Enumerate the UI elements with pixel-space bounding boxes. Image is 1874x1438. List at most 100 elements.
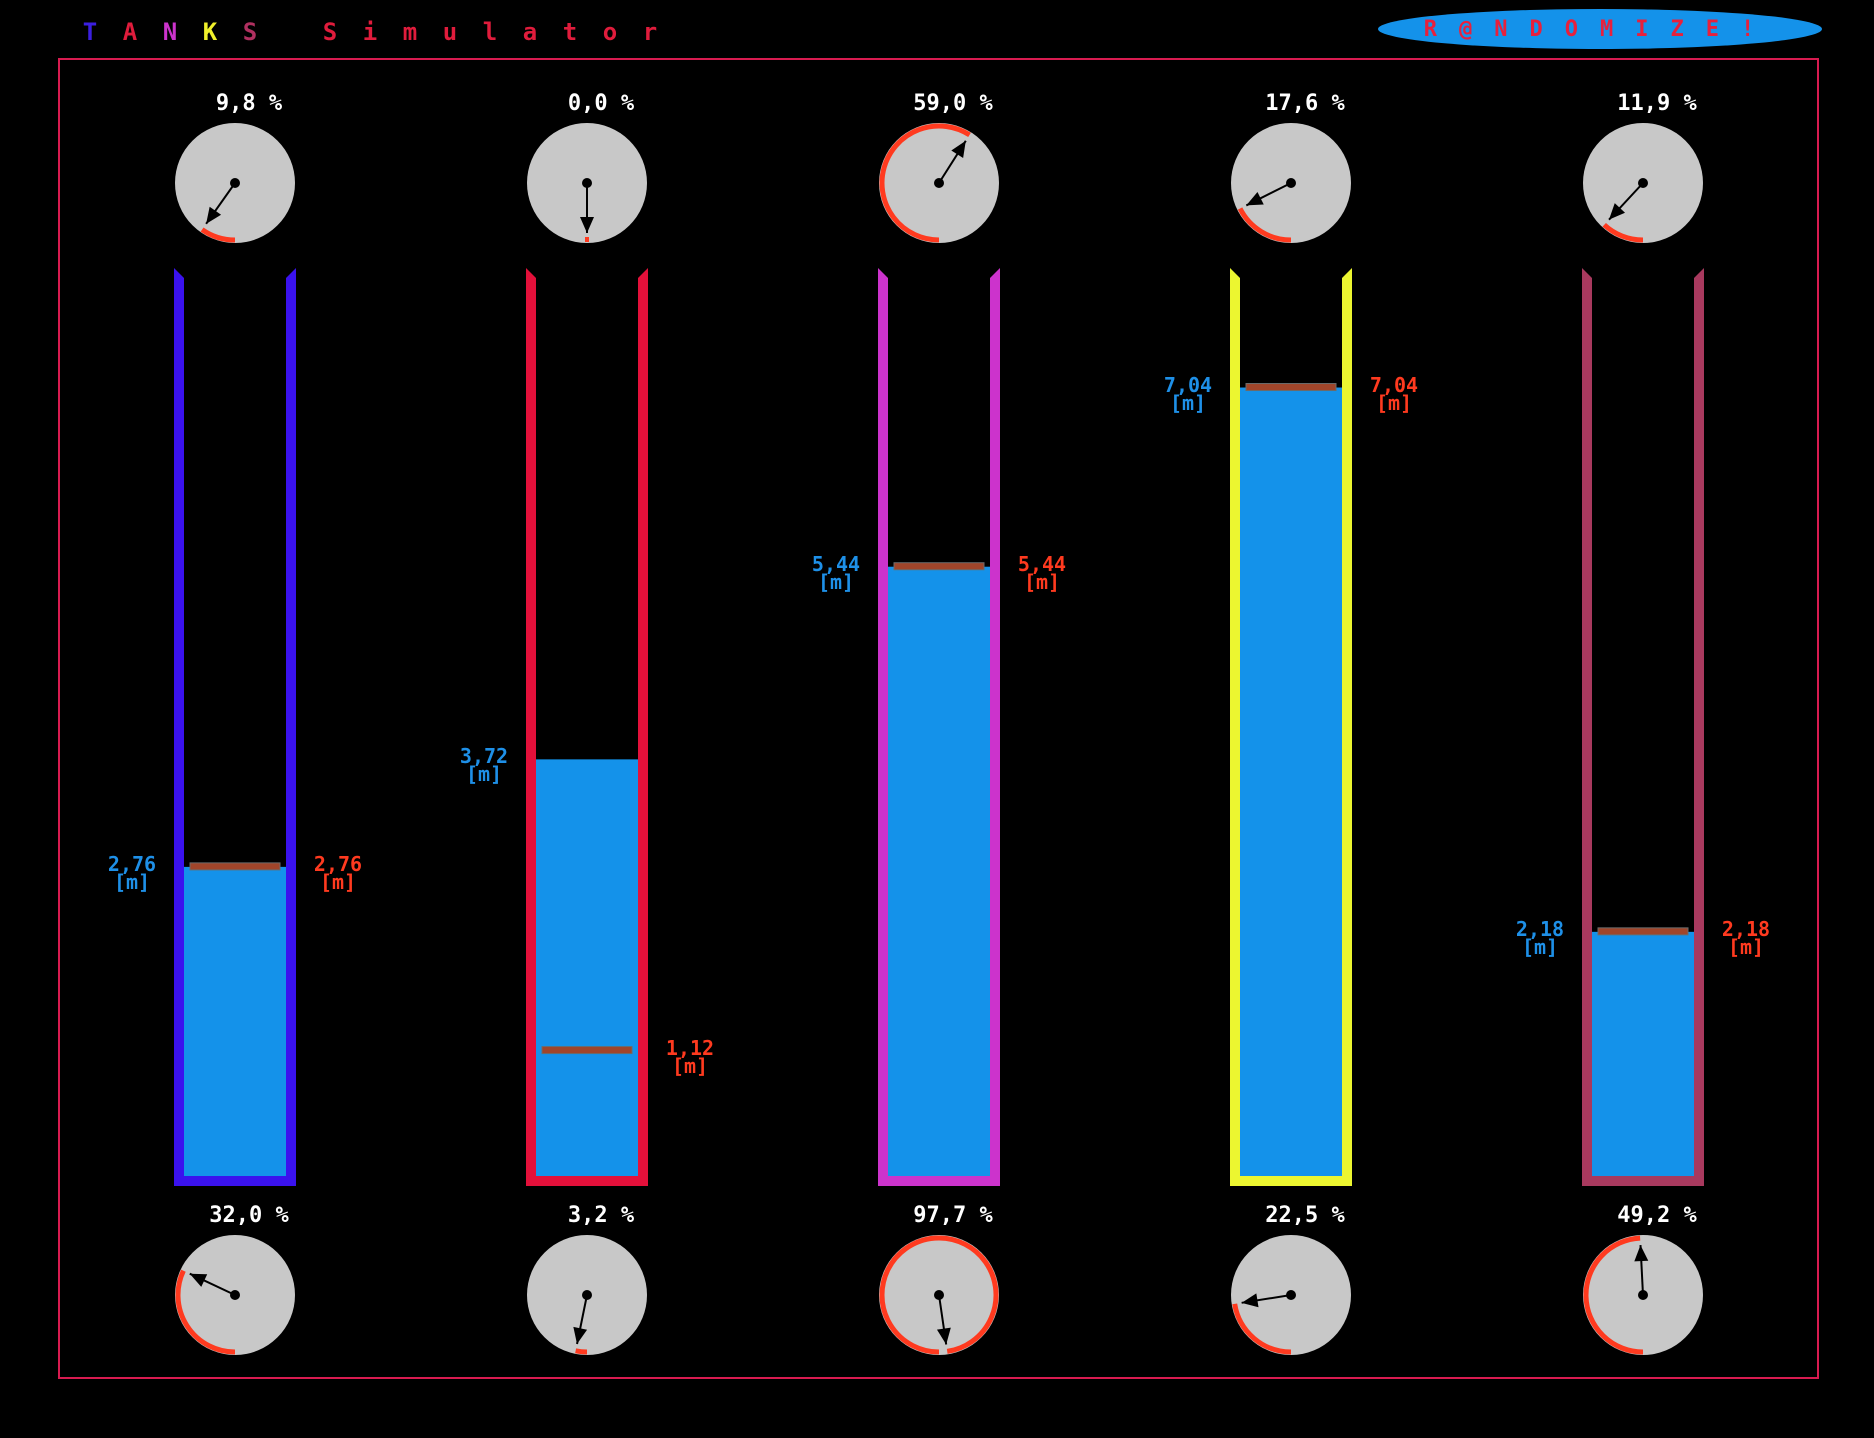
tank-4-setpoint-label-value: 7,04 [1369, 372, 1419, 397]
title-letter: t [562, 18, 578, 46]
tank-wall-left [1582, 268, 1592, 1186]
gauge-arc [1583, 1235, 1644, 1355]
tank-4-outflow-gauge [1231, 1235, 1351, 1355]
title-letter: S [322, 18, 338, 46]
tank-4-level-label-value: 7,04 [1163, 372, 1213, 397]
tank-setpoint-marker [893, 562, 985, 571]
tank-1-outflow-gauge [175, 1235, 295, 1355]
tank-1-setpoint-label-value: 2,76 [313, 851, 363, 876]
tank-2-setpoint-label: 1,12 [m] [650, 1035, 730, 1078]
tank-1-inflow-gauge [175, 123, 295, 243]
gauge-hub [230, 1290, 240, 1300]
tank-3-inflow-percent: 59,0 % [913, 91, 993, 116]
tank-bottom [526, 1176, 648, 1186]
tank-4-inflow-gauge [1231, 123, 1351, 243]
gauge-arc [575, 1348, 588, 1355]
title-letter: a [522, 18, 538, 46]
gauge-needle-head [189, 1273, 208, 1287]
tank-5-level-label-unit: [m] [1521, 934, 1559, 959]
tank-3-level-label-value: 5,44 [811, 551, 861, 576]
tank-4-level-label-unit: [m] [1169, 390, 1207, 415]
tank-setpoint-marker [541, 1046, 633, 1055]
title-letter: i [362, 18, 378, 46]
title-letter: m [402, 18, 418, 46]
tank-1-level-label-unit: [m] [113, 869, 151, 894]
tank-water [184, 866, 286, 1176]
tank-2-inflow-percent: 0,0 % [567, 91, 635, 116]
tank-water [536, 759, 638, 1176]
gauge-needle-head [951, 140, 966, 159]
tank-wall-left [526, 268, 536, 1186]
tank-setpoint-marker [1245, 383, 1337, 392]
title-letter: r [642, 18, 658, 46]
tank-2-setpoint-label-value: 1,12 [665, 1035, 715, 1060]
tank-bottom [1230, 1176, 1352, 1186]
tank-bottom [1582, 1176, 1704, 1186]
gauge-arc [1232, 1303, 1292, 1355]
tank-water [1240, 387, 1342, 1176]
tank-water [1592, 931, 1694, 1176]
title-letter: S [242, 18, 258, 46]
gauge-needle-head [206, 206, 222, 224]
gauge-needle-head [1241, 1293, 1259, 1308]
tank-1-setpoint-label: 2,76 [m] [298, 851, 378, 894]
tank-wall-left [1230, 268, 1240, 1186]
tank-1-outflow-percent: 32,0 % [209, 1203, 289, 1228]
tank-3 [878, 268, 1000, 1186]
tank-1-level-label: 2,76 [m] [92, 851, 172, 894]
gauge-arc [175, 1269, 236, 1355]
gauge-hub [1286, 178, 1296, 188]
tank-2-level-label: 3,72 [m] [444, 746, 524, 787]
gauge-needle-head [573, 1326, 588, 1344]
tank-5-outflow-percent: 49,2 % [1617, 1203, 1697, 1228]
tank-water [888, 566, 990, 1176]
tank-setpoint-marker [189, 862, 281, 871]
tank-4 [1230, 268, 1352, 1186]
tank-3-outflow-gauge [879, 1235, 999, 1355]
randomize-button[interactable]: R@NDOMIZE! [1378, 9, 1822, 49]
tank-3-outflow-percent: 97,7 % [913, 1203, 993, 1228]
gauge-arc [879, 1235, 999, 1355]
gauge-hub [1286, 1290, 1296, 1300]
tank-5-inflow-percent: 11,9 % [1617, 91, 1697, 116]
tank-5-outflow-gauge [1583, 1235, 1703, 1355]
tank-2-outflow-gauge [527, 1235, 647, 1355]
tank-5-level-label-value: 2,18 [1515, 916, 1565, 941]
title-letter [270, 18, 310, 46]
tank-wall-right [1342, 268, 1352, 1186]
title-letter: T [82, 18, 98, 46]
tank-5-setpoint-label: 2,18 [m] [1706, 916, 1786, 959]
tank-2 [526, 268, 648, 1186]
gauge-arc [200, 227, 236, 243]
tank-wall-left [878, 268, 888, 1186]
gauge-arc [585, 237, 589, 242]
gauge-arc [879, 123, 971, 243]
tank-wall-right [1694, 268, 1704, 1186]
tank-1-level-label-value: 2,76 [107, 851, 157, 876]
gauge-needle-head [1609, 203, 1626, 220]
title-letter: K [202, 18, 218, 46]
tank-3-setpoint-label-unit: [m] [1023, 569, 1061, 594]
tank-bottom [174, 1176, 296, 1186]
gauge-needle-head [580, 217, 594, 233]
tank-3-level-label-unit: [m] [817, 569, 855, 594]
tank-1 [174, 268, 296, 1186]
gauge-hub [582, 178, 592, 188]
tank-5-level-label: 2,18 [m] [1500, 916, 1580, 959]
tank-wall-left [174, 268, 184, 1186]
tank-1-setpoint-label-unit: [m] [319, 869, 357, 894]
gauge-hub [230, 178, 240, 188]
tank-5-setpoint-label-value: 2,18 [1721, 916, 1771, 941]
tank-2-level-label-unit: [m] [465, 762, 503, 787]
title-letter: o [602, 18, 618, 46]
tank-2-setpoint-label-unit: [m] [671, 1053, 709, 1078]
tank-1-inflow-percent: 9,8 % [215, 91, 283, 116]
tank-5-setpoint-label-unit: [m] [1727, 934, 1765, 959]
gauge-hub [582, 1290, 592, 1300]
tank-4-setpoint-label-unit: [m] [1375, 390, 1413, 415]
tank-2-outflow-percent: 3,2 % [567, 1203, 635, 1228]
gauge-hub [1638, 1290, 1648, 1300]
title-letter: N [162, 18, 178, 46]
tank-wall-right [638, 268, 648, 1186]
tank-3-inflow-gauge [879, 123, 999, 243]
